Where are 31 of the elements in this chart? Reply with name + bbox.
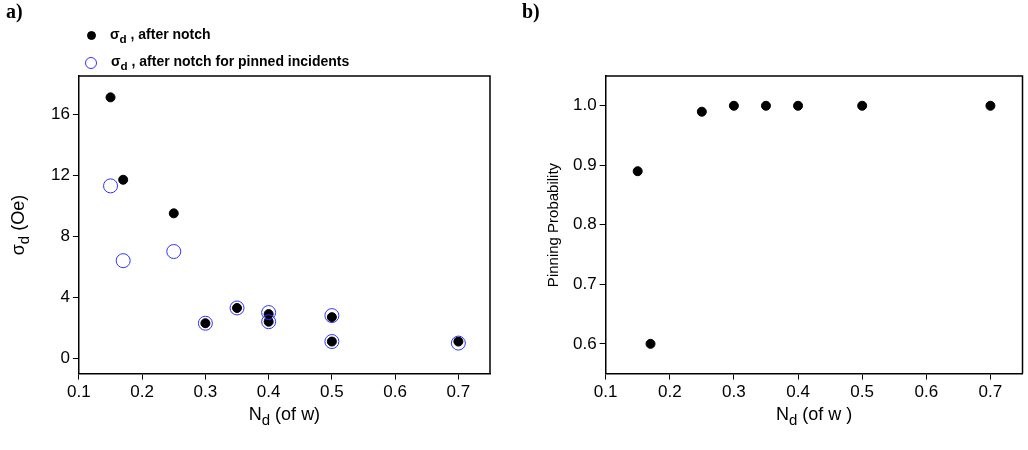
y-tick-label: 12	[50, 164, 70, 184]
legend-label: σ$_{d}$ , after notch for pinned incidents	[110, 53, 350, 72]
x-tick-label: 0.6	[914, 382, 939, 402]
chart-title: b)	[522, 0, 540, 23]
x-tick-label: 0.1	[593, 382, 618, 402]
x-tick-label: 0.3	[193, 382, 218, 402]
x-tick-label: 0.5	[850, 382, 874, 402]
x-axis-title: N$_{d}$ (of w)	[248, 403, 321, 428]
y-tick-label: 1.0	[572, 95, 597, 115]
x-tick-label: 0.7	[446, 382, 471, 402]
x-tick-label: 0.4	[786, 382, 810, 402]
x-tick-label: 0.6	[383, 382, 407, 402]
x-tick-label: 0.1	[67, 382, 91, 402]
y-tick-label: 0.8	[572, 214, 597, 234]
y-tick-label: 0.7	[572, 274, 597, 294]
chart-title: a)	[6, 0, 23, 23]
y-axis-title: Pinning Probability	[543, 162, 561, 287]
x-tick-label: 0.4	[256, 382, 281, 402]
x-tick-label: 0.2	[130, 382, 154, 402]
x-tick-label: 0.2	[657, 382, 682, 402]
x-tick-label: 0.3	[722, 382, 746, 402]
legend-label: σ$_{d}$ , after notch	[109, 26, 211, 45]
y-tick-label: 0.6	[572, 333, 597, 353]
x-axis-title: N$_{d}$ (of w )	[775, 403, 853, 428]
x-tick-label: 0.7	[978, 382, 1003, 402]
y-tick-label: 0.9	[572, 154, 597, 174]
y-tick-label: 0	[60, 348, 70, 368]
y-tick-label: 16	[50, 103, 70, 123]
y-tick-label: 8	[60, 225, 70, 245]
x-tick-label: 0.5	[320, 382, 344, 402]
y-tick-label: 4	[60, 286, 70, 306]
